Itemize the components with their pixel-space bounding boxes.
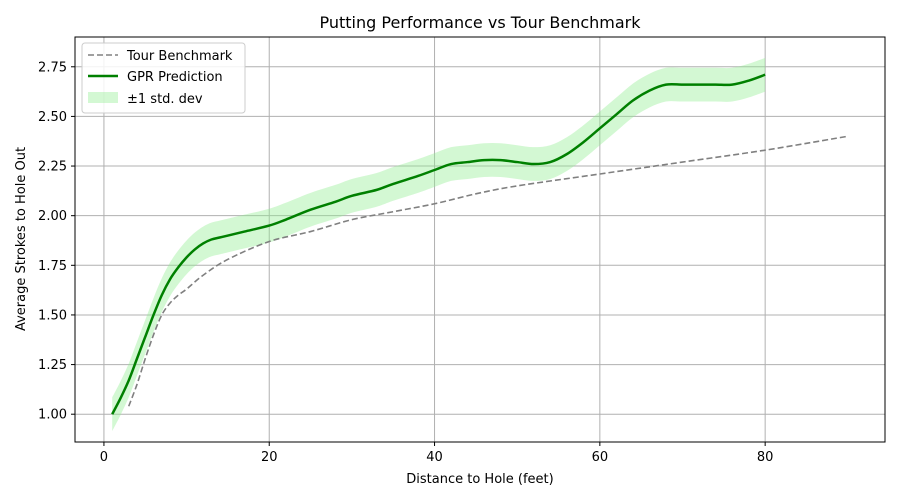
- x-tick-label: 60: [592, 450, 609, 465]
- y-tick-label: 2.25: [38, 160, 67, 175]
- std-dev-area: [112, 57, 766, 432]
- legend-label-gpr-prediction: GPR Prediction: [127, 70, 223, 85]
- legend-label-std-dev: ±1 std. dev: [127, 92, 203, 107]
- x-ticks: 0 20 40 60 80: [100, 442, 774, 465]
- y-tick-label: 2.75: [38, 60, 67, 75]
- y-tick-label: 2.50: [38, 110, 67, 125]
- x-tick-label: 40: [426, 450, 443, 465]
- y-tick-label: 1.75: [38, 259, 67, 274]
- y-tick-label: 1.00: [38, 408, 67, 423]
- chart-title: Putting Performance vs Tour Benchmark: [319, 13, 641, 32]
- y-tick-label: 1.25: [38, 358, 67, 373]
- tour-benchmark-line: [127, 135, 848, 407]
- grid-lines: [75, 37, 885, 442]
- legend: Tour Benchmark GPR Prediction ±1 std. de…: [81, 42, 246, 114]
- y-tick-label: 2.00: [38, 209, 67, 224]
- x-tick-label: 20: [261, 450, 278, 465]
- x-tick-label: 80: [757, 450, 774, 465]
- x-tick-label: 0: [100, 450, 108, 465]
- x-axis-label: Distance to Hole (feet): [406, 472, 553, 487]
- std-dev-band: [112, 57, 766, 432]
- legend-box: [81, 42, 246, 114]
- y-axis-label: Average Strokes to Hole Out: [14, 147, 29, 331]
- y-tick-label: 1.50: [38, 308, 67, 323]
- series-lines: [111, 73, 848, 415]
- legend-swatch-std-dev: [88, 92, 118, 103]
- plot-frame: [74, 36, 886, 443]
- y-ticks: 1.00 1.25 1.50 1.75 2.00 2.25 2.50 2.75: [38, 60, 75, 423]
- gpr-prediction-line: [111, 73, 766, 415]
- legend-label-tour-benchmark: Tour Benchmark: [126, 49, 233, 64]
